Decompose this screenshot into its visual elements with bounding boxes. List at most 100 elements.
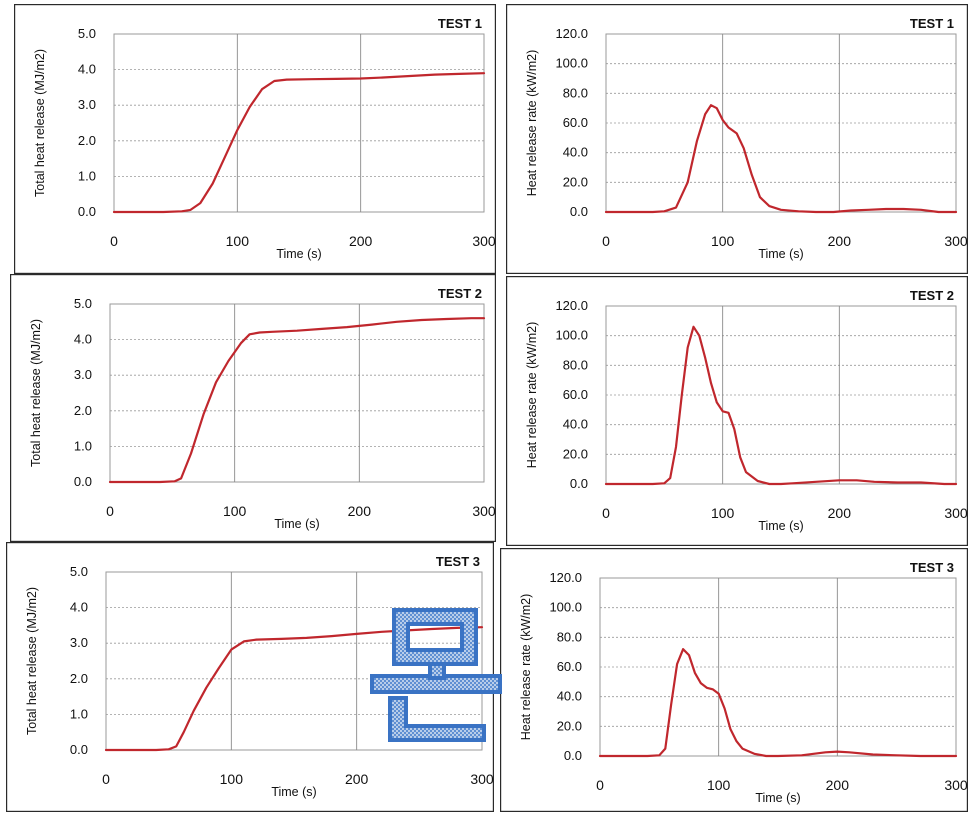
y-tick-label: 100.0: [555, 56, 588, 71]
y-axis-label: Total heat release (MJ/m2): [29, 319, 43, 467]
y-tick-label: 4.0: [74, 332, 92, 347]
plot-area: [109, 303, 485, 483]
chart-svg: 0.0 20.0 40.0 60.0 80.0 100.0 120.0 0 100 200 300 T…: [506, 4, 968, 274]
x-tick-label: 100: [711, 505, 735, 521]
y-tick-label: 120.0: [555, 298, 588, 313]
y-tick-label: 5.0: [70, 564, 88, 579]
y-axis-label: Heat release rate (kW/m2): [519, 594, 533, 741]
chart-test1-heat-release-rate: 0.0 20.0 40.0 60.0 80.0 100.0 120.0 0 100 200 300 T…: [506, 4, 968, 274]
y-tick-label: 0.0: [70, 742, 88, 757]
y-tick-label: 100.0: [555, 328, 588, 343]
y-tick-label: 40.0: [557, 689, 582, 704]
chart-title: TEST 1: [438, 16, 482, 31]
x-tick-label: 0: [110, 233, 118, 249]
chart-title: TEST 3: [436, 554, 480, 569]
y-tick-label: 20.0: [563, 174, 588, 189]
series-line: [108, 317, 486, 484]
x-tick-label: 200: [828, 505, 852, 521]
chart-title: TEST 2: [438, 286, 482, 301]
chart-frame: [10, 274, 496, 542]
x-tick-label: 0: [102, 771, 110, 787]
y-tick-label: 1.0: [70, 706, 88, 721]
y-axis-label: Heat release rate (kW/m2): [525, 322, 539, 469]
x-axis-label: Time (s): [274, 517, 319, 531]
x-tick-label: 200: [349, 233, 373, 249]
y-tick-label: 80.0: [563, 357, 588, 372]
x-tick-label: 100: [711, 233, 735, 249]
chart-test2-total-heat-release: 0.0 1.0 2.0 3.0 4.0 5.0 0 100 200 300 Time (s) Tota…: [10, 274, 496, 542]
series-line: [604, 104, 958, 214]
y-tick-label: 5.0: [78, 26, 96, 41]
y-tick-label: 0.0: [78, 204, 96, 219]
series-line: [598, 648, 958, 758]
chart-svg: 0.0 1.0 2.0 3.0 4.0 5.0 0 100 200 300 Time (s) Tota…: [10, 274, 496, 542]
y-tick-label: 1.0: [74, 438, 92, 453]
chart-svg: 0.0 20.0 40.0 60.0 80.0 100.0 120.0 0 100 200 300 T…: [500, 548, 968, 812]
x-tick-label: 300: [472, 503, 496, 519]
y-tick-label: 3.0: [70, 635, 88, 650]
x-axis-label: Time (s): [758, 247, 803, 261]
x-axis-label: Time (s): [758, 519, 803, 533]
x-tick-label: 200: [826, 777, 850, 793]
chart-test1-total-heat-release: 0.0 1.0 2.0 3.0 4.0 5.0 0 100 200 300 Time (s) Tota…: [14, 4, 496, 274]
watermark-shape: [370, 608, 502, 742]
y-tick-label: 2.0: [74, 403, 92, 418]
x-tick-label: 0: [602, 233, 610, 249]
x-tick-label: 300: [472, 233, 496, 249]
y-tick-label: 120.0: [555, 26, 588, 41]
chart-title: TEST 3: [910, 560, 954, 575]
x-tick-label: 100: [223, 503, 247, 519]
x-tick-label: 0: [602, 505, 610, 521]
chart-test2-heat-release-rate: 0.0 20.0 40.0 60.0 80.0 100.0 120.0 0 100 200 300 T…: [506, 276, 968, 546]
y-tick-label: 60.0: [563, 115, 588, 130]
y-tick-label: 40.0: [563, 417, 588, 432]
y-tick-label: 40.0: [563, 145, 588, 160]
chart-test3-heat-release-rate: 0.0 20.0 40.0 60.0 80.0 100.0 120.0 0 100 200 300 T…: [500, 548, 968, 812]
y-tick-label: 5.0: [74, 296, 92, 311]
x-tick-label: 100: [220, 771, 244, 787]
x-tick-label: 200: [345, 771, 369, 787]
series-line: [604, 325, 958, 486]
x-tick-label: 300: [944, 233, 968, 249]
y-axis-label: Total heat release (MJ/m2): [33, 49, 47, 197]
y-tick-label: 20.0: [557, 718, 582, 733]
y-tick-label: 20.0: [563, 446, 588, 461]
y-tick-label: 0.0: [570, 204, 588, 219]
chart-frame: [500, 548, 968, 812]
watermark-logo: [370, 608, 502, 742]
y-tick-label: 80.0: [557, 629, 582, 644]
chart-title: TEST 1: [910, 16, 954, 31]
y-axis-label: Total heat release (MJ/m2): [25, 587, 39, 735]
chart-svg: 0.0 1.0 2.0 3.0 4.0 5.0 0 100 200 300 Time (s) Tota…: [14, 4, 496, 274]
x-tick-label: 300: [944, 505, 968, 521]
x-tick-label: 0: [106, 503, 114, 519]
x-tick-label: 0: [596, 777, 604, 793]
y-tick-label: 4.0: [70, 600, 88, 615]
chart-title: TEST 2: [910, 288, 954, 303]
y-tick-label: 4.0: [78, 62, 96, 77]
y-tick-label: 60.0: [563, 387, 588, 402]
chart-svg: 0.0 20.0 40.0 60.0 80.0 100.0 120.0 0 100 200 300 T…: [506, 276, 968, 546]
y-tick-label: 3.0: [78, 97, 96, 112]
y-tick-label: 2.0: [70, 671, 88, 686]
x-axis-label: Time (s): [276, 247, 321, 261]
x-tick-label: 200: [348, 503, 372, 519]
x-tick-label: 200: [828, 233, 852, 249]
y-tick-label: 0.0: [564, 748, 582, 763]
chart-frame: [506, 276, 968, 546]
series-line: [112, 72, 486, 214]
y-tick-label: 0.0: [570, 476, 588, 491]
x-tick-label: 300: [470, 771, 494, 787]
x-tick-label: 100: [707, 777, 731, 793]
y-tick-label: 1.0: [78, 168, 96, 183]
y-tick-label: 60.0: [557, 659, 582, 674]
x-tick-label: 300: [944, 777, 968, 793]
x-axis-label: Time (s): [755, 791, 800, 805]
chart-frame: [506, 4, 968, 274]
y-tick-label: 2.0: [78, 133, 96, 148]
chart-frame: [14, 4, 496, 274]
y-tick-label: 100.0: [549, 600, 582, 615]
y-tick-label: 120.0: [549, 570, 582, 585]
x-tick-label: 100: [226, 233, 250, 249]
y-tick-label: 3.0: [74, 367, 92, 382]
